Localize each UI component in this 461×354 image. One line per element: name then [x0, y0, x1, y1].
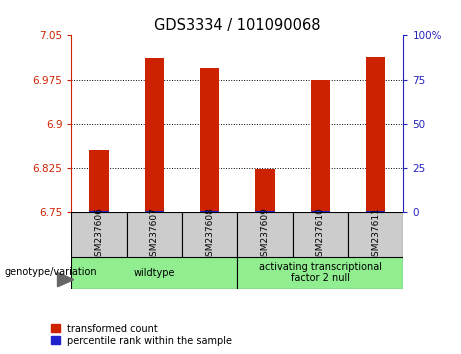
- Bar: [71, 212, 127, 257]
- Bar: [127, 212, 182, 257]
- Text: GSM237610: GSM237610: [316, 207, 325, 262]
- Text: activating transcriptional
factor 2 null: activating transcriptional factor 2 null: [259, 262, 382, 284]
- Text: GSM237611: GSM237611: [371, 207, 380, 262]
- Title: GDS3334 / 101090068: GDS3334 / 101090068: [154, 18, 321, 33]
- Bar: [182, 212, 237, 257]
- Bar: [71, 257, 237, 289]
- Bar: [255, 211, 275, 212]
- Bar: [237, 212, 293, 257]
- Bar: [89, 211, 109, 212]
- Bar: [311, 80, 330, 212]
- Bar: [366, 211, 385, 212]
- Legend: transformed count, percentile rank within the sample: transformed count, percentile rank withi…: [51, 324, 232, 346]
- Text: GSM237608: GSM237608: [205, 207, 214, 262]
- Bar: [237, 257, 403, 289]
- Bar: [89, 150, 109, 212]
- Text: wildtype: wildtype: [134, 268, 175, 278]
- Text: GSM237607: GSM237607: [150, 207, 159, 262]
- Bar: [311, 211, 330, 212]
- Bar: [293, 212, 348, 257]
- Bar: [366, 57, 385, 212]
- Text: GSM237609: GSM237609: [260, 207, 270, 262]
- Text: GSM237606: GSM237606: [95, 207, 104, 262]
- Bar: [348, 212, 403, 257]
- Bar: [255, 169, 275, 212]
- Text: genotype/variation: genotype/variation: [5, 267, 97, 277]
- Polygon shape: [58, 273, 74, 287]
- Bar: [145, 58, 164, 212]
- Bar: [200, 68, 219, 212]
- Bar: [145, 211, 164, 212]
- Bar: [200, 211, 219, 212]
